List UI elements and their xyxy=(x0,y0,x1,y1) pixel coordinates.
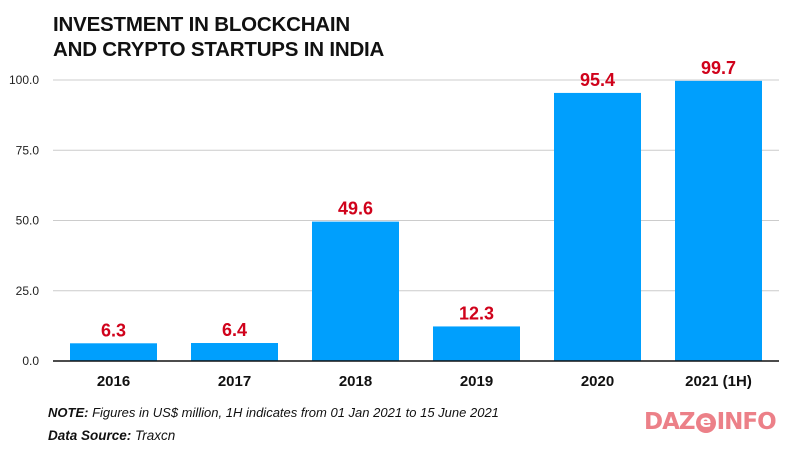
source-value: Traxcn xyxy=(131,428,176,443)
x-axis-labels: 2016 2017 2018 2019 2020 2021 (1H) xyxy=(97,373,752,390)
bar-chart: 0.0 25.0 50.0 75.0 100.0 6.3 6.4 49.6 12.3 95.4 9… xyxy=(9,58,779,390)
x-tick-label: 2017 xyxy=(218,373,251,390)
y-axis-ticks: 0.0 25.0 50.0 75.0 100.0 xyxy=(9,73,39,368)
y-tick-label: 75.0 xyxy=(16,143,40,157)
data-labels: 6.3 6.4 49.6 12.3 95.4 99.7 xyxy=(101,58,736,340)
gridlines xyxy=(53,79,779,292)
data-label: 49.6 xyxy=(338,199,373,219)
bar xyxy=(312,221,399,361)
note-text: Figures in US$ million, 1H indicates fro… xyxy=(88,405,499,420)
data-label: 12.3 xyxy=(459,303,494,323)
x-tick-label: 2021 (1H) xyxy=(685,373,752,390)
chart-title-line-2: AND CRYPTO STARTUPS IN INDIA xyxy=(53,38,385,61)
source-key: Data Source: xyxy=(48,428,132,443)
chart-title: INVESTMENT IN BLOCKCHAIN AND CRYPTO STAR… xyxy=(53,12,384,62)
bar xyxy=(70,343,157,361)
x-tick-label: 2019 xyxy=(460,373,493,390)
bars xyxy=(70,80,762,362)
logo-text-post: INFO xyxy=(716,409,777,435)
footnote: NOTE: Figures in US$ million, 1H indicat… xyxy=(48,405,499,420)
data-label: 6.4 xyxy=(222,320,247,340)
bar xyxy=(433,326,520,361)
bar xyxy=(675,80,762,361)
y-tick-label: 25.0 xyxy=(16,284,40,298)
note-key: NOTE: xyxy=(48,405,89,420)
chart-title-line-1: INVESTMENT IN BLOCKCHAIN xyxy=(53,13,351,36)
bar xyxy=(554,92,641,362)
dazeinfo-logo: DAZ e INFO xyxy=(644,409,777,435)
data-label: 95.4 xyxy=(580,70,615,90)
data-label: 6.3 xyxy=(101,320,126,340)
data-label: 99.7 xyxy=(701,58,736,78)
bar xyxy=(191,343,278,361)
x-tick-label: 2016 xyxy=(97,373,130,390)
logo-text-pre: DAZ xyxy=(644,409,696,435)
y-tick-label: 100.0 xyxy=(9,73,39,87)
y-tick-label: 50.0 xyxy=(16,214,40,228)
logo-e-circle: e xyxy=(695,413,716,433)
y-tick-label: 0.0 xyxy=(22,354,39,368)
data-source: Data Source: Traxcn xyxy=(48,428,175,443)
x-tick-label: 2018 xyxy=(339,373,372,390)
x-tick-label: 2020 xyxy=(581,373,614,390)
